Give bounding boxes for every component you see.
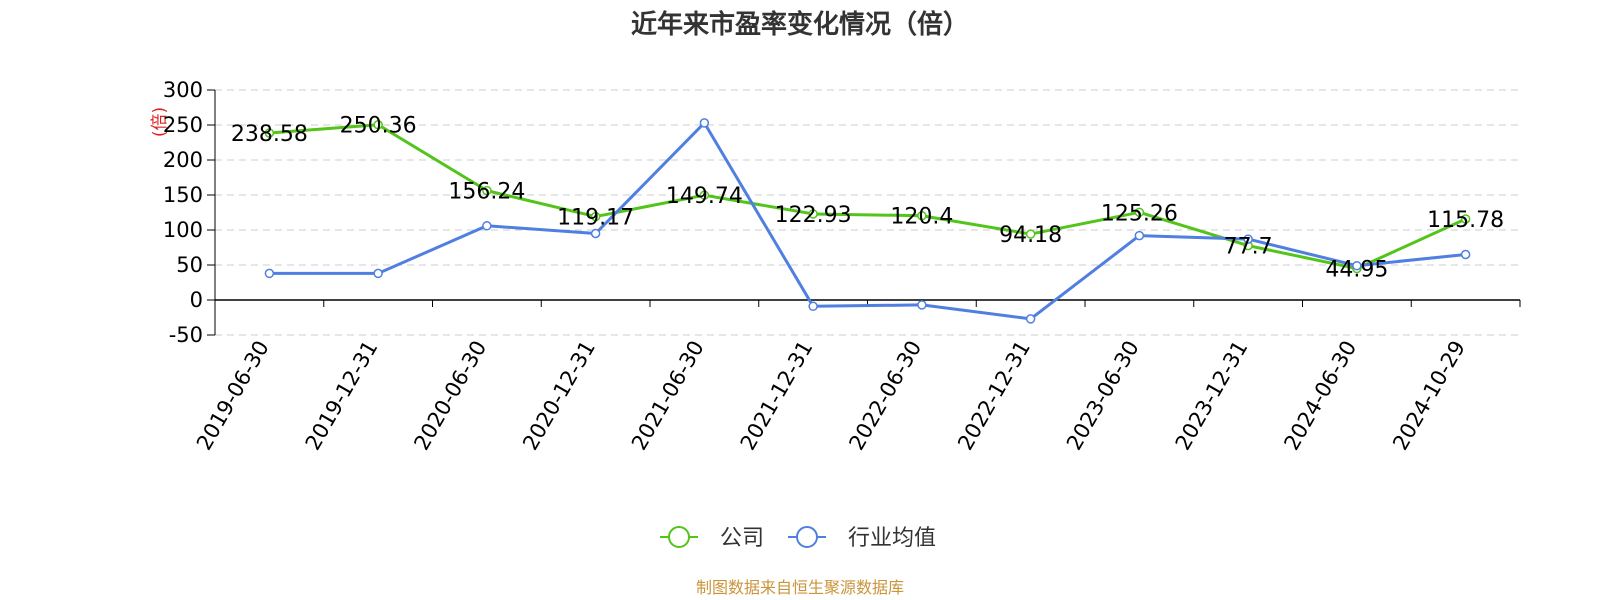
x-tick-label: 2022-12-31 — [953, 337, 1035, 455]
data-label: 125.26 — [1101, 201, 1178, 226]
data-label: 119.17 — [557, 206, 634, 231]
x-tick-label: 2023-12-31 — [1171, 337, 1253, 455]
data-point[interactable] — [264, 128, 275, 138]
data-point[interactable] — [1243, 234, 1253, 244]
data-point[interactable] — [1460, 214, 1471, 224]
series-line-company — [269, 123, 1467, 271]
legend-label-company[interactable]: 公司 — [720, 526, 764, 551]
data-point[interactable] — [699, 190, 710, 200]
legend-label-industry[interactable]: 行业均值 — [848, 526, 936, 551]
data-point[interactable] — [917, 210, 927, 221]
y-tick-label: 300 — [163, 78, 203, 102]
data-point[interactable] — [264, 268, 275, 279]
data-point[interactable] — [1352, 260, 1362, 271]
legend-marker-company — [668, 526, 690, 548]
x-tick-label: 2022-06-30 — [844, 337, 926, 455]
x-tick-label: 2020-12-31 — [518, 337, 600, 455]
chart-title: 近年来市盈率变化情况（倍） — [631, 9, 969, 40]
grid-lines — [215, 89, 1520, 336]
data-label: 122.93 — [775, 203, 852, 228]
y-tick-label: 200 — [163, 148, 203, 172]
data-point[interactable] — [699, 118, 710, 128]
legend: 公司 行业均值 — [660, 526, 936, 551]
data-point[interactable] — [590, 211, 601, 222]
data-point[interactable] — [590, 228, 601, 239]
y-tick-label: 0 — [190, 288, 203, 312]
x-tick-label: 2019-06-30 — [192, 337, 274, 455]
data-labels: 238.58 250.36 156.24 119.17 149.74 122.93 120.… — [231, 114, 1504, 283]
data-point[interactable] — [1460, 249, 1471, 260]
series-line-industry — [269, 121, 1466, 321]
y-tick-label: -50 — [169, 323, 203, 347]
y-tick-label: 150 — [163, 183, 203, 207]
data-point[interactable] — [917, 300, 927, 310]
y-axis-unit-label: (倍) — [150, 107, 170, 137]
data-label: 238.58 — [231, 122, 308, 147]
data-label: 77.7 — [1224, 235, 1273, 260]
data-point[interactable] — [808, 209, 818, 219]
data-point[interactable] — [482, 221, 492, 231]
data-point[interactable] — [1025, 229, 1036, 239]
data-label: 250.36 — [340, 114, 417, 139]
data-point[interactable] — [482, 185, 492, 196]
data-point[interactable] — [373, 119, 383, 130]
x-tick-label: 2019-12-31 — [301, 337, 383, 455]
series-lines — [264, 118, 1471, 324]
y-tick-label: 100 — [163, 218, 203, 242]
data-point[interactable] — [1134, 207, 1145, 218]
x-tick-label: 2024-10-29 — [1388, 337, 1470, 455]
data-label: 149.74 — [666, 184, 743, 209]
data-point[interactable] — [373, 268, 383, 279]
source-note: 制图数据来自恒生聚源数据库 — [696, 578, 904, 597]
x-tick-label: 2023-06-30 — [1062, 337, 1144, 455]
data-label: 120.4 — [890, 205, 953, 230]
x-tick-label: 2021-12-31 — [736, 337, 818, 455]
data-point[interactable] — [1134, 230, 1145, 241]
x-tick-label: 2020-06-30 — [409, 337, 491, 455]
x-tick-label: 2024-06-30 — [1279, 337, 1361, 455]
legend-marker-industry — [796, 526, 818, 548]
x-tick-label: 2021-06-30 — [627, 337, 709, 455]
data-label: 156.24 — [448, 180, 525, 205]
data-point[interactable] — [808, 301, 818, 312]
data-point[interactable] — [1025, 314, 1036, 324]
y-tick-label: 250 — [163, 113, 203, 137]
data-label: 44.95 — [1325, 258, 1388, 283]
data-label: 94.18 — [999, 223, 1062, 248]
data-label: 115.78 — [1427, 208, 1504, 233]
y-tick-label: 50 — [176, 253, 203, 277]
